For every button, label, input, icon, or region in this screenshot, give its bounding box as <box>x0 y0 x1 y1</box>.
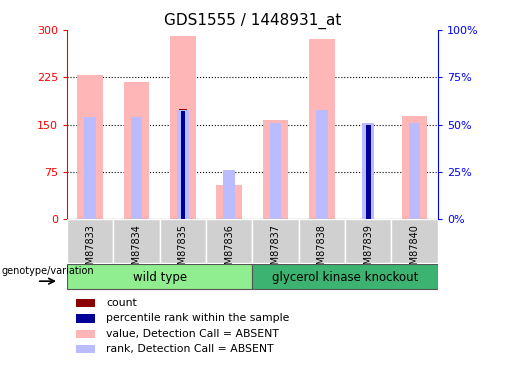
Bar <box>409 123 420 219</box>
Bar <box>391 219 438 262</box>
Text: wild type: wild type <box>132 271 187 284</box>
Text: GSM87834: GSM87834 <box>131 224 142 277</box>
Bar <box>84 117 96 219</box>
Bar <box>263 120 288 219</box>
Bar <box>363 123 374 219</box>
Text: percentile rank within the sample: percentile rank within the sample <box>106 314 290 324</box>
Bar <box>180 111 185 219</box>
Bar <box>76 345 95 353</box>
Bar <box>76 299 95 307</box>
Bar <box>170 36 196 219</box>
Bar <box>77 75 103 219</box>
Bar <box>364 126 372 219</box>
Text: GSM87839: GSM87839 <box>363 224 373 277</box>
Text: GSM87833: GSM87833 <box>85 224 95 277</box>
Bar <box>113 219 160 262</box>
Title: GDS1555 / 1448931_at: GDS1555 / 1448931_at <box>164 12 341 28</box>
Bar <box>131 117 142 219</box>
Bar <box>177 110 188 219</box>
Text: value, Detection Call = ABSENT: value, Detection Call = ABSENT <box>106 329 279 339</box>
Text: GSM87837: GSM87837 <box>270 224 281 277</box>
Text: GSM87838: GSM87838 <box>317 224 327 277</box>
Text: glycerol kinase knockout: glycerol kinase knockout <box>272 271 418 284</box>
Text: GSM87840: GSM87840 <box>409 224 420 277</box>
Bar <box>76 314 95 322</box>
Bar <box>366 124 371 219</box>
Bar <box>76 330 95 338</box>
Bar <box>206 219 252 262</box>
Bar <box>124 82 149 219</box>
Text: GSM87835: GSM87835 <box>178 224 188 277</box>
Text: GSM87836: GSM87836 <box>224 224 234 277</box>
Bar <box>270 123 281 219</box>
Bar <box>316 110 328 219</box>
Bar <box>309 39 335 219</box>
Text: count: count <box>106 298 137 308</box>
Bar <box>252 219 299 262</box>
Text: genotype/variation: genotype/variation <box>2 266 94 276</box>
Bar <box>345 219 391 262</box>
Bar <box>67 264 252 289</box>
Bar <box>224 170 235 219</box>
Bar <box>160 219 206 262</box>
Bar <box>216 184 242 219</box>
Bar <box>179 109 187 219</box>
Bar <box>67 219 113 262</box>
Text: rank, Detection Call = ABSENT: rank, Detection Call = ABSENT <box>106 344 274 354</box>
Bar <box>252 264 438 289</box>
Bar <box>299 219 345 262</box>
Bar <box>402 117 427 219</box>
